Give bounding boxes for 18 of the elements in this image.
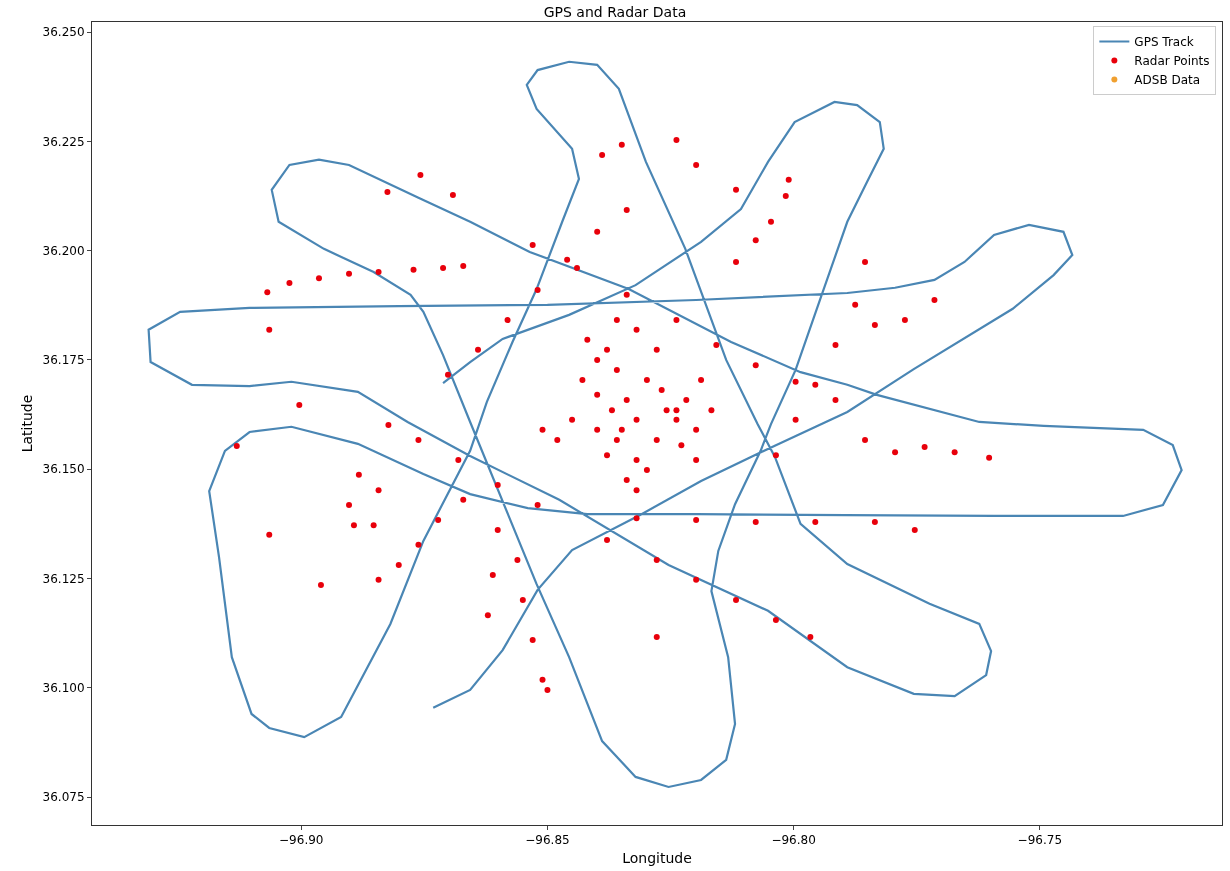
y-axis-title: Latitude	[19, 394, 36, 453]
y-tick-label: 36.100	[42, 680, 85, 695]
y-tick-label: 36.225	[42, 134, 85, 149]
legend-label: Radar Points	[1134, 54, 1210, 69]
legend-label: GPS Track	[1134, 35, 1194, 50]
x-tick-label: −96.75	[1017, 833, 1063, 848]
x-tick-label: −96.80	[771, 833, 816, 848]
y-tick-label: 36.125	[42, 571, 85, 586]
y-tick-label: 36.075	[42, 790, 85, 805]
legend-label: ADSB Data	[1134, 73, 1201, 88]
x-tick-label: −96.85	[525, 833, 570, 848]
x-tick-label: −96.90	[279, 833, 324, 848]
x-axis-title: Longitude	[622, 849, 692, 866]
chart-title: GPS and Radar Data	[543, 3, 687, 20]
y-tick-label: 36.250	[42, 25, 85, 40]
y-tick-label: 36.150	[42, 462, 85, 477]
y-tick-label: 36.175	[42, 353, 85, 368]
y-tick-label: 36.200	[42, 243, 85, 258]
